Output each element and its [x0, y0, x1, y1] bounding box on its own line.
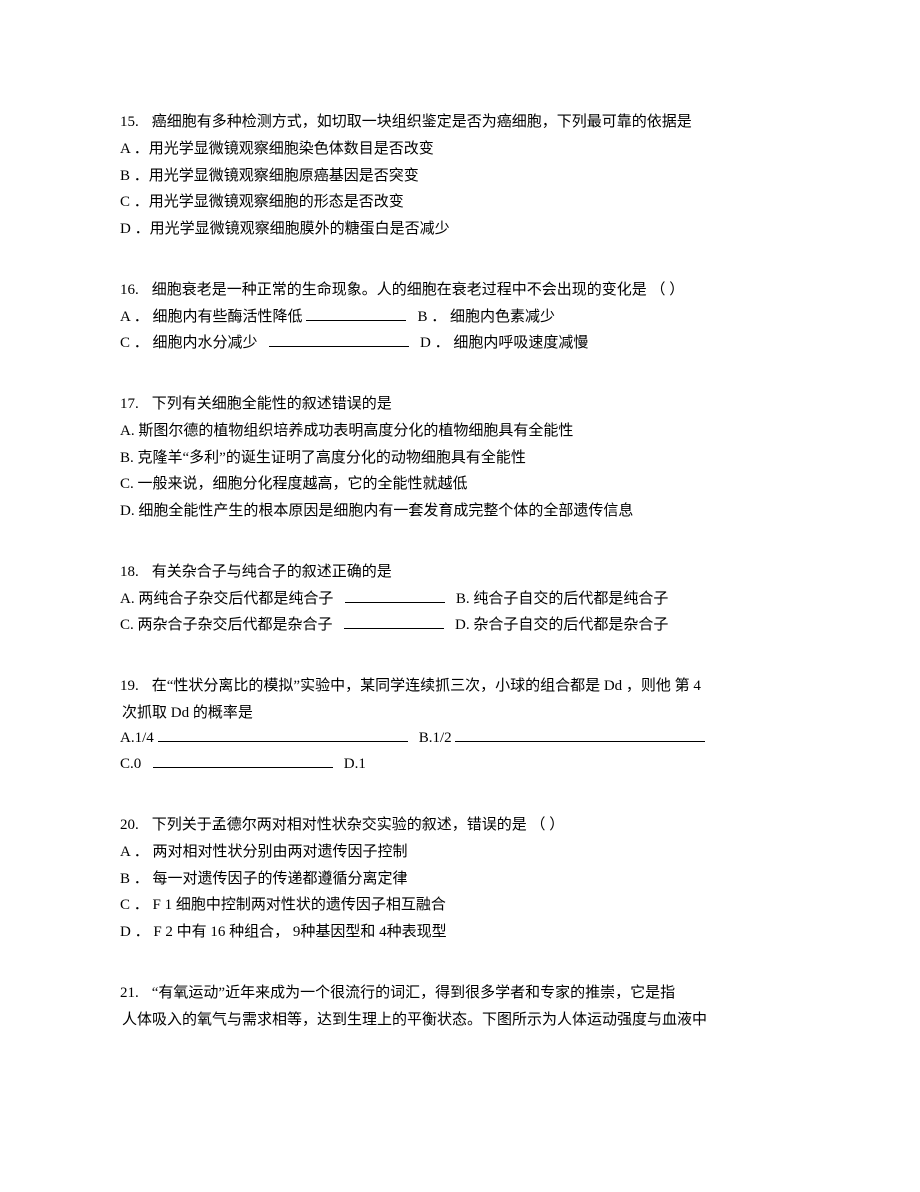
option-row-ab: A.1/4 B.1/2: [120, 726, 800, 751]
stem-text: 癌细胞有多种检测方式，如切取一块组织鉴定是否为癌细胞，下列最可靠的依据是: [152, 114, 692, 130]
option-d: D. 杂合子自交的后代都是杂合子: [455, 617, 668, 633]
option-c: C. 两杂合子杂交后代都是杂合子: [120, 617, 333, 633]
question-21: 21. “有氧运动”近年来成为一个很流行的词汇，得到很多学者和专家的推崇，它是指…: [120, 981, 800, 1033]
question-15: 15. 癌细胞有多种检测方式，如切取一块组织鉴定是否为癌细胞，下列最可靠的依据是…: [120, 110, 800, 242]
option-row-cd: C. 两杂合子杂交后代都是杂合子 D. 杂合子自交的后代都是杂合子: [120, 613, 800, 638]
question-number: 19.: [120, 674, 148, 699]
question-number: 20.: [120, 813, 148, 838]
option-a: A ． 细胞内有些酶活性降低: [120, 309, 303, 325]
stem-text: 细胞衰老是一种正常的生命现象。人的细胞在衰老过程中不会出现的变化是 （ ）: [152, 282, 685, 298]
question-20: 20. 下列关于孟德尔两对相对性状杂交实验的叙述，错误的是 （ ） A ． 两对…: [120, 813, 800, 945]
option-c: C ． F 1 细胞中控制两对性状的遗传因子相互融合: [120, 893, 800, 918]
question-stem: 20. 下列关于孟德尔两对相对性状杂交实验的叙述，错误的是 （ ）: [120, 813, 800, 838]
question-stem: 17. 下列有关细胞全能性的叙述错误的是: [120, 392, 800, 417]
question-16: 16. 细胞衰老是一种正常的生命现象。人的细胞在衰老过程中不会出现的变化是 （ …: [120, 278, 800, 356]
stem-text-line2: 人体吸入的氧气与需求相等，达到生理上的平衡状态。下图所示为人体运动强度与血液中: [120, 1008, 800, 1033]
blank-line: [158, 726, 408, 742]
option-d: D ． F 2 中有 16 种组合， 9种基因型和 4种表现型: [120, 920, 800, 945]
question-17: 17. 下列有关细胞全能性的叙述错误的是 A. 斯图尔德的植物组织培养成功表明高…: [120, 392, 800, 524]
stem-text: 下列关于孟德尔两对相对性状杂交实验的叙述，错误的是 （ ）: [152, 817, 565, 833]
question-stem: 21. “有氧运动”近年来成为一个很流行的词汇，得到很多学者和专家的推崇，它是指: [120, 981, 800, 1006]
question-stem: 16. 细胞衰老是一种正常的生命现象。人的细胞在衰老过程中不会出现的变化是 （ …: [120, 278, 800, 303]
stem-text-line1: 在“性状分离比的模拟”实验中，某同学连续抓三次，小球的组合都是 Dd ，则他 第…: [152, 678, 701, 694]
question-number: 15.: [120, 110, 148, 135]
option-b: B. 纯合子自交的后代都是纯合子: [456, 591, 669, 607]
option-d: D ． 细胞内呼吸速度减慢: [420, 335, 588, 351]
option-b: B ． 每一对遗传因子的传递都遵循分离定律: [120, 867, 800, 892]
stem-text: 下列有关细胞全能性的叙述错误的是: [152, 396, 392, 412]
option-b: B ． 细胞内色素减少: [418, 309, 556, 325]
option-a: A.1/4: [120, 730, 154, 746]
option-a: A. 斯图尔德的植物组织培养成功表明高度分化的植物细胞具有全能性: [120, 419, 800, 444]
question-number: 21.: [120, 981, 148, 1006]
option-row-cd: C.0 D.1: [120, 752, 800, 777]
option-c: C ．用光学显微镜观察细胞的形态是否改变: [120, 190, 800, 215]
option-b: B. 克隆羊“多利”的诞生证明了高度分化的动物细胞具有全能性: [120, 446, 800, 471]
blank-line: [345, 587, 445, 603]
stem-text-line1: “有氧运动”近年来成为一个很流行的词汇，得到很多学者和专家的推崇，它是指: [152, 985, 675, 1001]
blank-line: [306, 305, 406, 321]
option-row-ab: A. 两纯合子杂交后代都是纯合子 B. 纯合子自交的后代都是纯合子: [120, 587, 800, 612]
option-a: A. 两纯合子杂交后代都是纯合子: [120, 591, 333, 607]
option-d: D.1: [344, 756, 366, 772]
question-stem: 18. 有关杂合子与纯合子的叙述正确的是: [120, 560, 800, 585]
option-c: C. 一般来说，细胞分化程度越高，它的全能性就越低: [120, 472, 800, 497]
question-number: 17.: [120, 392, 148, 417]
question-stem: 15. 癌细胞有多种检测方式，如切取一块组织鉴定是否为癌细胞，下列最可靠的依据是: [120, 110, 800, 135]
question-number: 18.: [120, 560, 148, 585]
stem-text-line2: 次抓取 Dd 的概率是: [120, 701, 800, 726]
option-d: D ．用光学显微镜观察细胞膜外的糖蛋白是否减少: [120, 217, 800, 242]
blank-line: [153, 752, 333, 768]
option-c: C ． 细胞内水分减少: [120, 335, 258, 351]
blank-line: [344, 613, 444, 629]
question-19: 19. 在“性状分离比的模拟”实验中，某同学连续抓三次，小球的组合都是 Dd ，…: [120, 674, 800, 777]
question-number: 16.: [120, 278, 148, 303]
blank-line: [455, 726, 705, 742]
option-a: A ． 两对相对性状分别由两对遗传因子控制: [120, 840, 800, 865]
option-d: D. 细胞全能性产生的根本原因是细胞内有一套发育成完整个体的全部遗传信息: [120, 499, 800, 524]
stem-text: 有关杂合子与纯合子的叙述正确的是: [152, 564, 392, 580]
blank-line: [269, 331, 409, 347]
question-stem: 19. 在“性状分离比的模拟”实验中，某同学连续抓三次，小球的组合都是 Dd ，…: [120, 674, 800, 699]
option-b: B.1/2: [419, 730, 452, 746]
option-a: A ．用光学显微镜观察细胞染色体数目是否改变: [120, 137, 800, 162]
option-c: C.0: [120, 756, 141, 772]
option-b: B ．用光学显微镜观察细胞原癌基因是否突变: [120, 164, 800, 189]
option-row-cd: C ． 细胞内水分减少 D ． 细胞内呼吸速度减慢: [120, 331, 800, 356]
option-row-ab: A ． 细胞内有些酶活性降低 B ． 细胞内色素减少: [120, 305, 800, 330]
question-18: 18. 有关杂合子与纯合子的叙述正确的是 A. 两纯合子杂交后代都是纯合子 B.…: [120, 560, 800, 638]
